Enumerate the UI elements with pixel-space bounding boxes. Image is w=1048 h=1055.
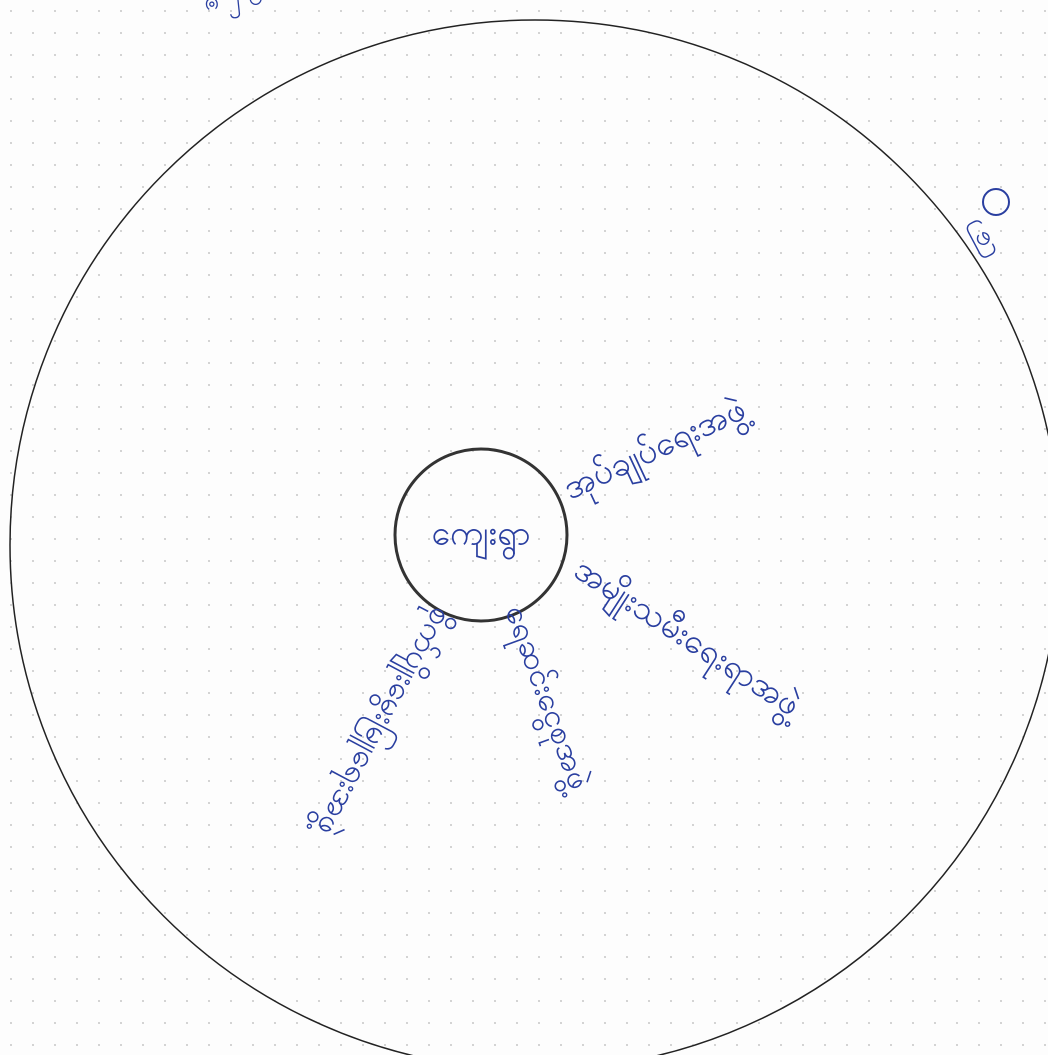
center-label: ကျေးရွာ xyxy=(431,514,530,560)
side-fragment-text: ဖြ xyxy=(962,216,1000,262)
branch-label-savings-group: ရေဆင်းငွေစုအဖွဲ့ xyxy=(492,600,601,801)
branch-label-agriculture-livestock: စိုက်ပျိုးမွေးမြူရေးအဖွဲ့ xyxy=(302,598,462,846)
outer-circle xyxy=(9,19,1048,1055)
branch-label-administration: အုပ်ချုပ်ရေးအဖွဲ့ xyxy=(557,387,759,514)
branch-label-women-affairs: အမျိုးသမီးရေးရာအဖွဲ့ xyxy=(564,549,812,732)
top-fragment-text: ၐ ၂ ဗ xyxy=(203,0,265,22)
center-circle xyxy=(393,447,569,623)
side-fragment-mark xyxy=(982,188,1010,216)
